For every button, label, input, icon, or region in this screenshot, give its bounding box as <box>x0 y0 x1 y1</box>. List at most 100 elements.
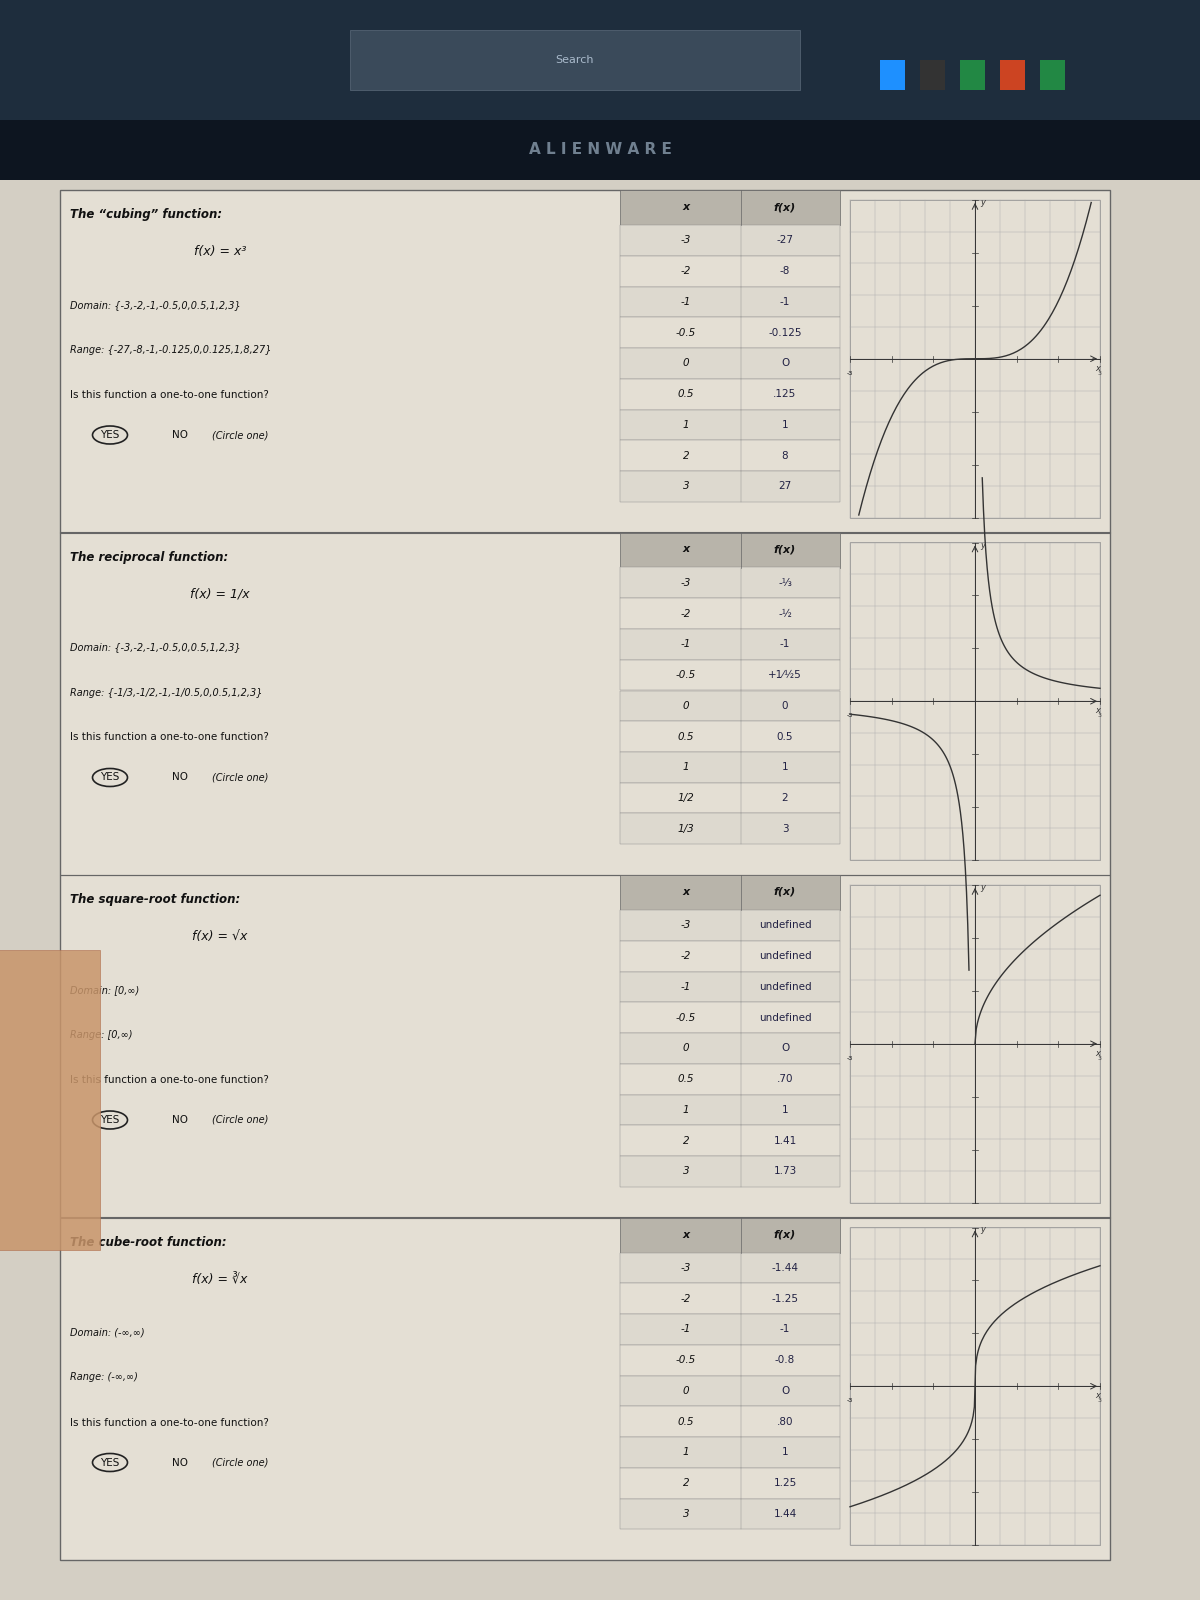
Text: +1⁄½5: +1⁄½5 <box>768 670 802 680</box>
Bar <box>620 875 840 910</box>
Bar <box>620 813 840 845</box>
Text: (Circle one): (Circle one) <box>212 430 268 440</box>
Bar <box>620 470 840 502</box>
Bar <box>620 410 840 440</box>
Bar <box>620 1218 840 1253</box>
Bar <box>60 875 1110 1218</box>
Text: 8: 8 <box>781 451 788 461</box>
Bar <box>620 659 840 691</box>
Bar <box>850 200 1100 517</box>
Bar <box>620 941 840 971</box>
Text: 1: 1 <box>683 1106 689 1115</box>
Bar <box>850 542 1100 859</box>
Text: The square-root function:: The square-root function: <box>70 893 240 906</box>
Bar <box>850 885 1100 1203</box>
Text: -3: -3 <box>680 578 691 587</box>
Text: O: O <box>781 358 790 368</box>
Text: f(x): f(x) <box>774 886 796 898</box>
Text: NO: NO <box>172 430 188 440</box>
Text: 3: 3 <box>683 1509 689 1518</box>
Text: f(x): f(x) <box>774 1229 796 1240</box>
Text: Domain: {-3,-2,-1,-0.5,0,0.5,1,2,3}: Domain: {-3,-2,-1,-0.5,0,0.5,1,2,3} <box>70 301 241 310</box>
Bar <box>620 1499 840 1530</box>
Text: 1/2: 1/2 <box>678 794 695 803</box>
Text: (Circle one): (Circle one) <box>212 1115 268 1125</box>
Bar <box>620 568 840 598</box>
Text: -1.25: -1.25 <box>772 1294 798 1304</box>
Bar <box>620 1094 840 1125</box>
Text: -3: -3 <box>680 920 691 930</box>
Text: -3: -3 <box>847 714 853 718</box>
Text: 2: 2 <box>683 1136 689 1146</box>
Text: 1: 1 <box>781 419 788 430</box>
Text: 1: 1 <box>781 762 788 773</box>
Text: Is this function a one-to-one function?: Is this function a one-to-one function? <box>70 1418 269 1427</box>
Text: -1: -1 <box>780 1325 790 1334</box>
Text: NO: NO <box>172 773 188 782</box>
Text: 3: 3 <box>683 482 689 491</box>
Text: x: x <box>1096 1048 1100 1058</box>
Text: 0.5: 0.5 <box>678 389 695 398</box>
Bar <box>1000 59 1025 90</box>
Text: 2: 2 <box>781 794 788 803</box>
Text: Search: Search <box>556 54 594 66</box>
Bar <box>850 1227 1100 1546</box>
Text: undefined: undefined <box>758 950 811 962</box>
Bar <box>620 317 840 349</box>
Text: -3: -3 <box>847 371 853 376</box>
Bar <box>920 59 946 90</box>
Text: .125: .125 <box>773 389 797 398</box>
Text: 0: 0 <box>683 358 689 368</box>
Text: -3: -3 <box>847 1398 853 1403</box>
Text: Range: (-∞,∞): Range: (-∞,∞) <box>70 1373 138 1382</box>
Text: -½: -½ <box>778 608 792 619</box>
Text: Domain: [0,∞): Domain: [0,∞) <box>70 986 139 995</box>
Text: .70: .70 <box>776 1074 793 1085</box>
Text: The “cubing” function:: The “cubing” function: <box>70 208 222 221</box>
Bar <box>0 950 100 1250</box>
Text: 1: 1 <box>683 1448 689 1458</box>
Text: 3: 3 <box>1098 1056 1102 1061</box>
Text: NO: NO <box>172 1115 188 1125</box>
Text: Is this function a one-to-one function?: Is this function a one-to-one function? <box>70 390 269 400</box>
Text: -1: -1 <box>680 298 691 307</box>
Bar <box>620 782 840 813</box>
Text: Domain: {-3,-2,-1,-0.5,0,0.5,1,2,3}: Domain: {-3,-2,-1,-0.5,0,0.5,1,2,3} <box>70 643 241 653</box>
Text: Is this function a one-to-one function?: Is this function a one-to-one function? <box>70 733 269 742</box>
Bar <box>620 910 840 941</box>
Text: -2: -2 <box>680 266 691 277</box>
Bar <box>620 226 840 256</box>
Text: f(x) = ∛x: f(x) = ∛x <box>192 1272 247 1285</box>
Text: x: x <box>1096 706 1100 715</box>
Text: 0: 0 <box>683 1386 689 1395</box>
Text: YES: YES <box>101 1458 120 1467</box>
Text: 2: 2 <box>683 1478 689 1488</box>
Bar <box>620 1314 840 1344</box>
Bar <box>620 349 840 379</box>
Text: 1: 1 <box>781 1106 788 1115</box>
Text: 27: 27 <box>779 482 792 491</box>
Text: O: O <box>781 1043 790 1053</box>
Text: 2: 2 <box>683 451 689 461</box>
Text: YES: YES <box>101 430 120 440</box>
Text: 1.41: 1.41 <box>773 1136 797 1146</box>
Bar <box>1040 59 1066 90</box>
Text: -2: -2 <box>680 608 691 619</box>
Bar <box>620 691 840 722</box>
Bar <box>620 1155 840 1187</box>
Bar <box>60 533 1110 875</box>
Text: 0.5: 0.5 <box>678 731 695 742</box>
Bar <box>620 971 840 1002</box>
Text: A L I E N W A R E: A L I E N W A R E <box>528 142 672 157</box>
Bar <box>60 190 1110 533</box>
Bar <box>620 722 840 752</box>
Bar <box>620 533 840 568</box>
Text: -1: -1 <box>680 1325 691 1334</box>
Text: 1/3: 1/3 <box>678 824 695 834</box>
Text: 1: 1 <box>781 1448 788 1458</box>
Text: -0.5: -0.5 <box>676 1355 696 1365</box>
Text: -8: -8 <box>780 266 790 277</box>
Bar <box>620 1376 840 1406</box>
Text: -3: -3 <box>680 235 691 245</box>
Bar <box>620 1253 840 1283</box>
